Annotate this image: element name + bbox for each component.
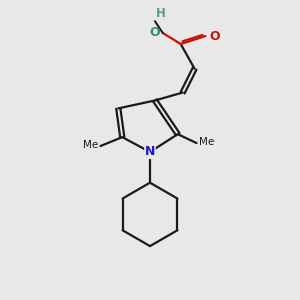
Text: O: O xyxy=(209,30,220,43)
Text: O: O xyxy=(149,26,160,39)
Text: Me: Me xyxy=(83,140,98,150)
Text: N: N xyxy=(145,146,155,158)
Text: Me: Me xyxy=(199,137,214,147)
Text: H: H xyxy=(156,7,166,20)
